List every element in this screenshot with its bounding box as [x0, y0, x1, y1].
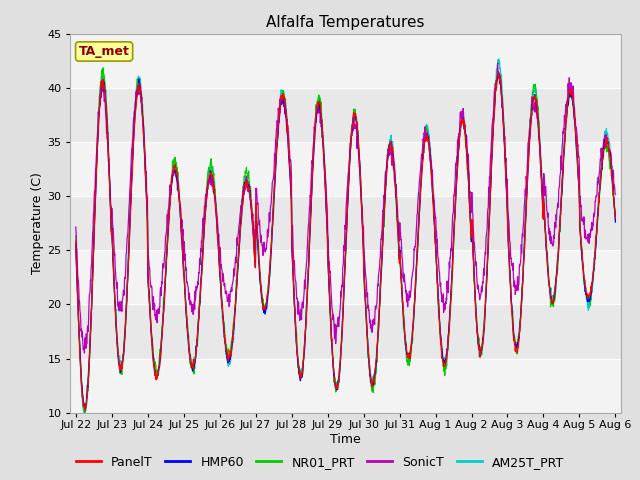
- Bar: [70, 359, 621, 413]
- Bar: [70, 34, 621, 88]
- Y-axis label: Temperature (C): Temperature (C): [31, 172, 44, 274]
- Legend: PanelT, HMP60, NR01_PRT, SonicT, AM25T_PRT: PanelT, HMP60, NR01_PRT, SonicT, AM25T_P…: [71, 451, 569, 474]
- X-axis label: Time: Time: [330, 432, 361, 445]
- Bar: [70, 250, 621, 304]
- Title: Alfalfa Temperatures: Alfalfa Temperatures: [266, 15, 425, 30]
- Bar: [70, 142, 621, 196]
- Text: TA_met: TA_met: [79, 45, 129, 58]
